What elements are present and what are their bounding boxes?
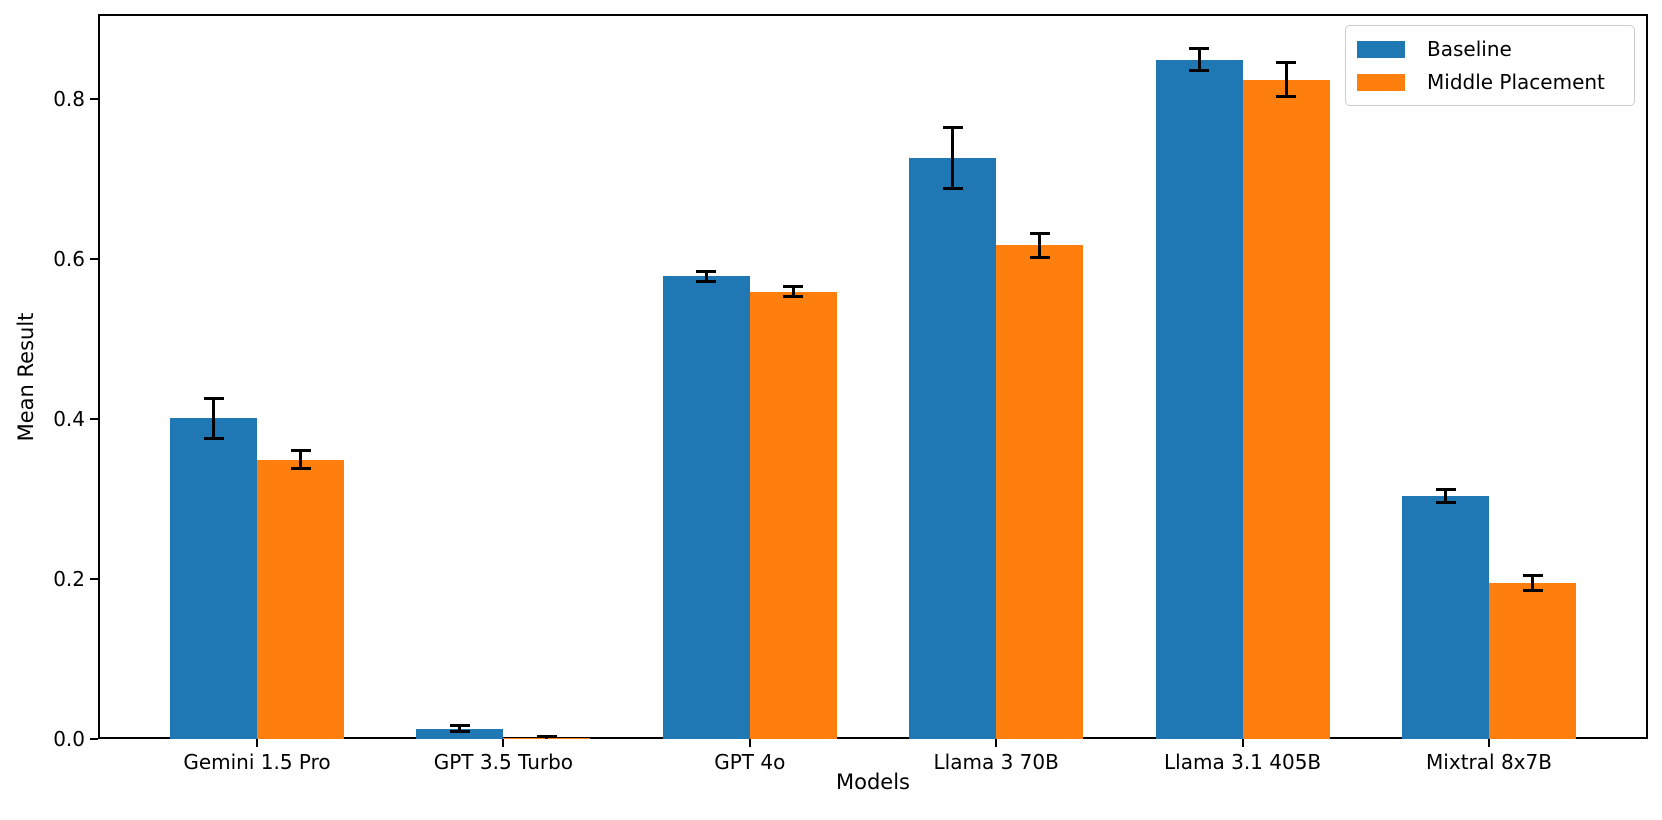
legend-swatch-middle-placement: [1357, 73, 1405, 91]
bar: [662, 276, 750, 739]
legend-swatch-baseline: [1357, 40, 1405, 58]
error-bar-cap: [290, 467, 311, 471]
bar: [909, 158, 997, 739]
x-tick: [256, 739, 258, 747]
error-bar: [1284, 62, 1288, 97]
error-bar-cap: [203, 436, 224, 440]
y-tick: [90, 417, 98, 420]
error-bar: [951, 127, 955, 189]
error-bar: [1197, 48, 1201, 71]
error-bar: [212, 398, 215, 439]
x-tick-label: Gemini 1.5 Pro: [183, 750, 331, 774]
bar: [416, 729, 504, 739]
legend-entry: Baseline: [1346, 33, 1634, 66]
error-bar-cap: [942, 186, 963, 190]
x-tick-label: GPT 4o: [714, 750, 786, 774]
error-bar: [791, 286, 795, 297]
bar: [1155, 60, 1243, 739]
error-bar-cap: [942, 126, 963, 130]
x-tick-label: Llama 3.1 405B: [1164, 750, 1322, 774]
x-tick: [748, 739, 751, 747]
error-bar-cap: [449, 723, 470, 727]
error-bar: [299, 450, 302, 469]
error-bar: [458, 725, 462, 732]
error-bar: [704, 271, 708, 282]
error-bar-cap: [696, 279, 717, 283]
error-bar: [1038, 233, 1042, 258]
y-tick-label: 0.6: [53, 246, 85, 271]
bar: [170, 418, 257, 739]
bar: [1402, 496, 1489, 739]
error-bar-cap: [290, 449, 311, 453]
error-bar-cap: [1522, 574, 1543, 578]
error-bar-cap: [1276, 61, 1297, 65]
x-tick: [502, 739, 505, 747]
x-axis-label: Models: [836, 770, 910, 794]
plot-area: Gemini 1.5 Pro GPT 3.5 Turbo GPT 4o Llama 3…: [53, 14, 1648, 774]
bar: [996, 245, 1084, 739]
x-tick: [1241, 739, 1244, 747]
y-tick: [90, 577, 98, 580]
x-tick: [1488, 739, 1490, 747]
error-bar-cap: [1522, 588, 1543, 592]
bar: [257, 460, 344, 739]
error-bar-cap: [1276, 94, 1297, 98]
error-bar: [1531, 575, 1534, 591]
error-bar: [1444, 489, 1447, 503]
error-bar-cap: [1435, 500, 1456, 504]
legend-entry: Middle Placement: [1346, 66, 1634, 99]
bar: [1489, 583, 1576, 739]
error-bar-cap: [783, 294, 804, 298]
bar: [749, 292, 837, 739]
legend-label: Baseline: [1427, 37, 1512, 61]
x-tick: [995, 739, 998, 747]
error-bar-cap: [1435, 487, 1456, 491]
y-tick: [90, 738, 98, 740]
y-tick: [90, 257, 98, 260]
y-tick-label: 0.4: [53, 406, 85, 431]
error-bar-cap: [1189, 46, 1210, 50]
y-tick: [90, 97, 98, 100]
x-tick-label: Llama 3 70B: [933, 750, 1059, 774]
error-bar-cap: [203, 396, 224, 400]
error-bar-cap: [536, 735, 557, 739]
error-bar-cap: [449, 730, 470, 734]
error-bar-cap: [696, 270, 717, 274]
x-tick-label: GPT 3.5 Turbo: [433, 750, 574, 774]
y-tick-label: 0.2: [53, 566, 85, 591]
error-bar-cap: [1029, 255, 1050, 259]
y-tick-label: 0.0: [53, 727, 85, 751]
x-tick-label: Mixtral 8x7B: [1426, 750, 1552, 774]
y-axis-label: Mean Result: [14, 312, 38, 442]
legend-label: Middle Placement: [1427, 70, 1605, 94]
y-tick-label: 0.8: [53, 86, 85, 111]
bar: [1242, 80, 1330, 739]
error-bar-cap: [783, 285, 804, 289]
error-bar-cap: [1029, 231, 1050, 235]
error-bar-cap: [1189, 69, 1210, 73]
legend: Baseline Middle Placement: [1345, 25, 1635, 106]
